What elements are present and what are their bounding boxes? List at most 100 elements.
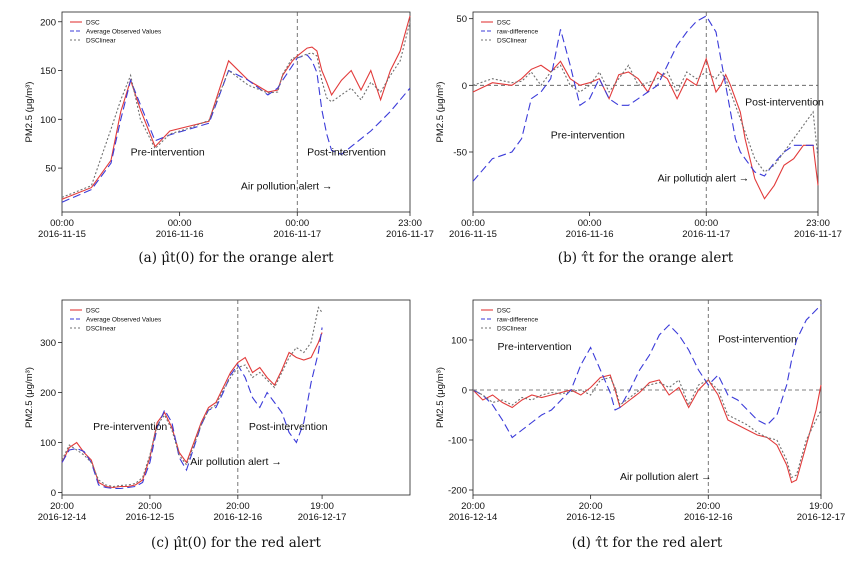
chart-panel-3: -200-100010020:002016-12-1420:002016-12-… — [435, 299, 846, 523]
legend-entry: DSC — [86, 308, 100, 315]
x-tick-date: 2016-12-14 — [449, 512, 498, 523]
plot-frame — [472, 299, 822, 496]
x-tick-date: 2016-12-16 — [684, 512, 733, 523]
annotation-text: Post-intervention — [249, 421, 328, 433]
y-tick-label: 300 — [40, 338, 56, 349]
annotation-text: Air pollution alert → — [620, 471, 712, 483]
y-tick-label: 50 — [45, 164, 56, 175]
annotation-text: Air pollution alert → — [658, 172, 750, 184]
series-line-0 — [61, 15, 411, 200]
x-tick-date: 2016-12-16 — [214, 512, 263, 523]
series-line-2 — [472, 64, 819, 173]
y-tick-label: 0 — [462, 81, 467, 92]
series-line-2 — [472, 376, 822, 479]
x-tick-date: 2016-11-17 — [386, 229, 434, 240]
series-line-0 — [472, 374, 822, 484]
annotation-text: Pre-intervention — [93, 421, 167, 433]
series-line-1 — [472, 304, 822, 439]
series-line-0 — [61, 332, 323, 489]
series-line-1 — [61, 327, 323, 490]
y-axis-label: PM2.5 (μg/m³) — [24, 367, 35, 428]
x-tick-date: 2016-11-16 — [566, 229, 614, 240]
y-tick-label: 100 — [451, 336, 467, 347]
figure-caption: (c) μ̂t(0) for the red alert — [151, 535, 321, 551]
x-tick-date: 2016-12-15 — [566, 512, 615, 523]
y-tick-label: 0 — [51, 488, 56, 499]
x-tick-time: 00:00 — [50, 218, 74, 229]
x-tick-date: 2016-12-17 — [298, 512, 347, 523]
y-axis-label: PM2.5 (μg/m³) — [435, 82, 446, 143]
y-tick-label: 100 — [40, 115, 56, 126]
x-tick-date: 2016-11-17 — [273, 229, 321, 240]
x-tick-time: 20:00 — [226, 501, 250, 512]
y-tick-label: 50 — [456, 14, 467, 25]
x-tick-time: 20:00 — [696, 501, 720, 512]
series-line-2 — [61, 21, 411, 198]
x-tick-date: 2016-12-15 — [126, 512, 175, 523]
plot-frame — [61, 11, 411, 213]
x-tick-date: 2016-11-15 — [449, 229, 497, 240]
x-tick-date: 2016-12-14 — [38, 512, 87, 523]
series-line-1 — [61, 54, 411, 203]
legend-entry: DSClinear — [497, 326, 527, 333]
x-tick-time: 20:00 — [579, 501, 603, 512]
y-tick-label: -100 — [448, 436, 467, 447]
annotation-text: Post-intervention — [745, 96, 824, 108]
x-tick-time: 00:00 — [461, 218, 485, 229]
annotation-text: Air pollution alert → — [241, 181, 333, 193]
x-tick-time: 20:00 — [138, 501, 162, 512]
y-tick-label: -50 — [453, 148, 467, 159]
figure-caption: (d) τ̂t for the red alert — [572, 535, 723, 551]
legend-entry: DSClinear — [86, 38, 116, 45]
annotation-text: Pre-intervention — [498, 341, 572, 353]
x-tick-time: 00:00 — [285, 218, 309, 229]
legend-entry: DSC — [497, 308, 511, 315]
x-tick-time: 00:00 — [694, 218, 718, 229]
chart-panel-1: -5005000:002016-11-1500:002016-11-1600:0… — [435, 11, 842, 240]
x-tick-date: 2016-11-15 — [38, 229, 86, 240]
x-tick-time: 20:00 — [461, 501, 485, 512]
x-tick-time: 20:00 — [50, 501, 74, 512]
chart-panel-0: 5010015020000:002016-11-1500:002016-11-1… — [24, 11, 434, 240]
annotation-text: Post-intervention — [307, 146, 386, 158]
y-tick-label: 200 — [40, 17, 56, 28]
annotation-text: Post-intervention — [718, 334, 797, 346]
x-tick-time: 23:00 — [398, 218, 422, 229]
legend-entry: Average Observed Values — [86, 29, 162, 36]
x-tick-time: 19:00 — [809, 501, 833, 512]
x-tick-date: 2016-11-17 — [682, 229, 730, 240]
y-axis-label: PM2.5 (μg/m³) — [435, 367, 446, 428]
series-line-1 — [472, 15, 819, 182]
figure-caption: (a) μ̂t(0) for the orange alert — [138, 250, 334, 266]
annotation-text: Air pollution alert → — [190, 456, 282, 468]
plot-frame — [61, 299, 411, 496]
legend-entry: DSC — [86, 20, 100, 27]
legend-entry: Average Observed Values — [86, 317, 162, 324]
chart-panel-2: 010020030020:002016-12-1420:002016-12-15… — [24, 299, 411, 523]
legend-entry: raw-difference — [497, 29, 538, 36]
y-tick-label: 0 — [462, 386, 467, 397]
x-tick-time: 23:00 — [806, 218, 830, 229]
series-line-2 — [61, 306, 323, 488]
x-tick-date: 2016-11-17 — [794, 229, 842, 240]
legend-entry: DSC — [497, 20, 511, 27]
x-tick-date: 2016-11-16 — [156, 229, 204, 240]
x-tick-time: 00:00 — [578, 218, 602, 229]
annotation-text: Pre-intervention — [551, 130, 625, 142]
legend-entry: DSClinear — [497, 38, 527, 45]
plot-frame — [472, 11, 819, 213]
y-tick-label: 150 — [40, 66, 56, 77]
x-tick-date: 2016-12-17 — [797, 512, 846, 523]
annotation-text: Pre-intervention — [131, 146, 205, 158]
figure-caption: (b) τ̂t for the orange alert — [558, 250, 734, 266]
y-axis-label: PM2.5 (μg/m³) — [24, 82, 35, 143]
y-tick-label: -200 — [448, 486, 467, 497]
series-line-0 — [472, 56, 819, 200]
x-tick-time: 00:00 — [168, 218, 192, 229]
y-tick-label: 200 — [40, 388, 56, 399]
legend-entry: raw-difference — [497, 317, 538, 324]
legend-entry: DSClinear — [86, 326, 116, 333]
x-tick-time: 19:00 — [310, 501, 334, 512]
y-tick-label: 100 — [40, 438, 56, 449]
